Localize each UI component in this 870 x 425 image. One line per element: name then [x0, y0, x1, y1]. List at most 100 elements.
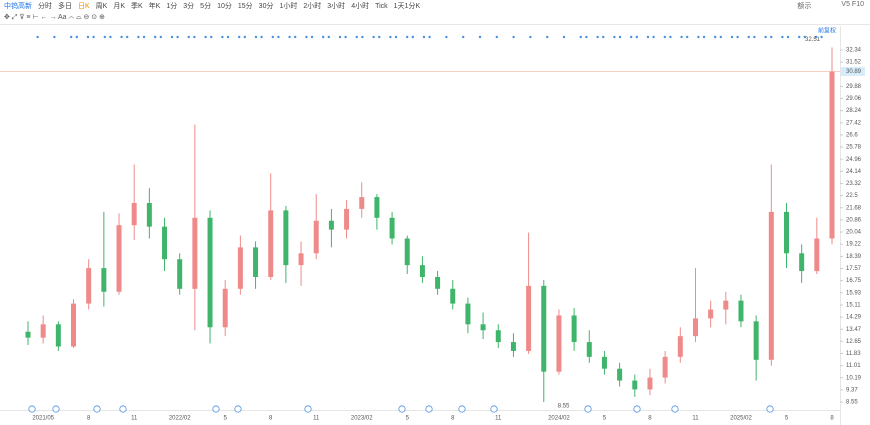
event-dot [53, 35, 56, 39]
event-dot [820, 35, 823, 39]
event-dot [187, 35, 190, 39]
candle-body [723, 300, 729, 310]
event-dot [736, 35, 739, 39]
period-button[interactable]: 3小时 [327, 3, 346, 10]
event-dot [730, 35, 734, 39]
toolbar: 中钨高新 分时 多日 日K 周K 月K 季K 年K 1分 3分 5分 10分 15分 30分 1小时 2小时 3… [0, 0, 870, 12]
event-dot [210, 35, 213, 39]
period-button[interactable]: 15分 [237, 3, 253, 10]
event-dot [546, 35, 549, 39]
period-button[interactable]: 1小时 [279, 3, 298, 10]
candle-body [617, 368, 623, 381]
event-dot [120, 35, 123, 39]
candle-body [753, 321, 759, 360]
event-badge [28, 405, 36, 413]
period-button[interactable]: 3分 [183, 3, 195, 10]
x-tick-label: 2025/02 [730, 416, 752, 422]
candle-body [162, 226, 168, 260]
x-tick-label: 5 [406, 416, 410, 422]
x-tick-label: 8 [87, 416, 91, 422]
min-label: 8.55 [558, 404, 570, 410]
candle-body [677, 336, 683, 357]
event-badge [398, 405, 406, 413]
period-button[interactable]: 10分 [217, 3, 232, 10]
event-dot [445, 35, 448, 39]
period-button[interactable]: 年K [148, 3, 161, 10]
candle-body [71, 303, 77, 347]
candle-body [465, 303, 471, 325]
event-badge [234, 405, 242, 413]
event-badge [490, 405, 498, 413]
period-button[interactable]: 多日 [58, 3, 72, 10]
y-tick-label: 17.57 [846, 266, 862, 272]
event-dot [226, 35, 230, 39]
period-button[interactable]: 1天1分K [393, 3, 421, 10]
period-button[interactable]: 月K [113, 3, 126, 10]
candle-body [344, 208, 350, 230]
event-dot [798, 35, 801, 39]
period-button[interactable]: 30分 [258, 3, 274, 10]
event-dot [562, 35, 566, 39]
event-dot [109, 35, 112, 39]
period-button[interactable]: 5分 [200, 3, 212, 10]
toolbar-button[interactable]: 额示 [797, 3, 812, 10]
x-tick-label: 5 [224, 416, 228, 422]
y-tick-label: 12.65 [846, 339, 862, 345]
candle-body [632, 380, 638, 390]
event-dot [747, 35, 750, 39]
candle-body [541, 285, 547, 372]
event-dot [305, 35, 308, 39]
symbol[interactable]: 中钨高新 [4, 3, 32, 10]
y-tick-label: 19.22 [846, 242, 862, 248]
event-dot [646, 35, 650, 39]
y-tick-label: 23.32 [846, 181, 862, 187]
y-tick-label: 22.5 [846, 193, 858, 199]
x-tick-label: 8 [648, 416, 652, 422]
period-button[interactable]: 2小时 [303, 3, 322, 10]
y-tick-label: 9.37 [846, 387, 858, 393]
event-dot [372, 35, 375, 39]
x-tick-label: 2022/02 [169, 416, 191, 422]
y-tick-label: 25.78 [846, 145, 862, 151]
event-dot [92, 35, 95, 39]
period-button[interactable]: 周K [95, 3, 108, 10]
adjust-label[interactable]: 前复权 [818, 27, 836, 35]
candle-body [799, 253, 805, 272]
font-tool[interactable]: Aa [58, 14, 67, 21]
event-dot [238, 35, 241, 39]
event-dot [652, 35, 655, 39]
candle-body [389, 217, 395, 239]
event-dot [310, 35, 314, 39]
event-dot [602, 35, 605, 39]
candle-body [435, 276, 441, 289]
period-button[interactable]: 分时 [38, 3, 52, 10]
event-dot [428, 35, 431, 39]
y-tick-label: 16.75 [846, 278, 862, 284]
toolbar-button[interactable]: V5 F10 [841, 1, 864, 8]
candle-body [556, 315, 562, 372]
event-dot [406, 35, 409, 39]
candle-body [328, 220, 334, 230]
event-dot [786, 35, 790, 39]
x-tick-label: 11 [131, 416, 138, 422]
candle-body [526, 285, 532, 351]
event-dot [204, 35, 207, 39]
y-tick-label: 28.24 [846, 108, 862, 114]
event-dot [277, 35, 280, 39]
candle-body [738, 300, 744, 322]
event-dot [355, 35, 358, 39]
candle-body [55, 324, 61, 347]
period-button[interactable]: 1分 [166, 3, 178, 10]
candle-body [237, 247, 243, 289]
event-dot [294, 35, 297, 39]
event-badge [633, 405, 641, 413]
period-button[interactable]: 4小时 [351, 3, 370, 10]
event-dot [495, 35, 498, 39]
period-button[interactable]: Tick [375, 2, 388, 10]
period-button[interactable]: 季K [131, 3, 143, 10]
event-dot [378, 35, 381, 39]
x-tick-label: 5 [603, 416, 607, 422]
candle-body [313, 220, 319, 254]
event-dot [338, 35, 342, 39]
period-button[interactable]: 日K [78, 3, 90, 10]
